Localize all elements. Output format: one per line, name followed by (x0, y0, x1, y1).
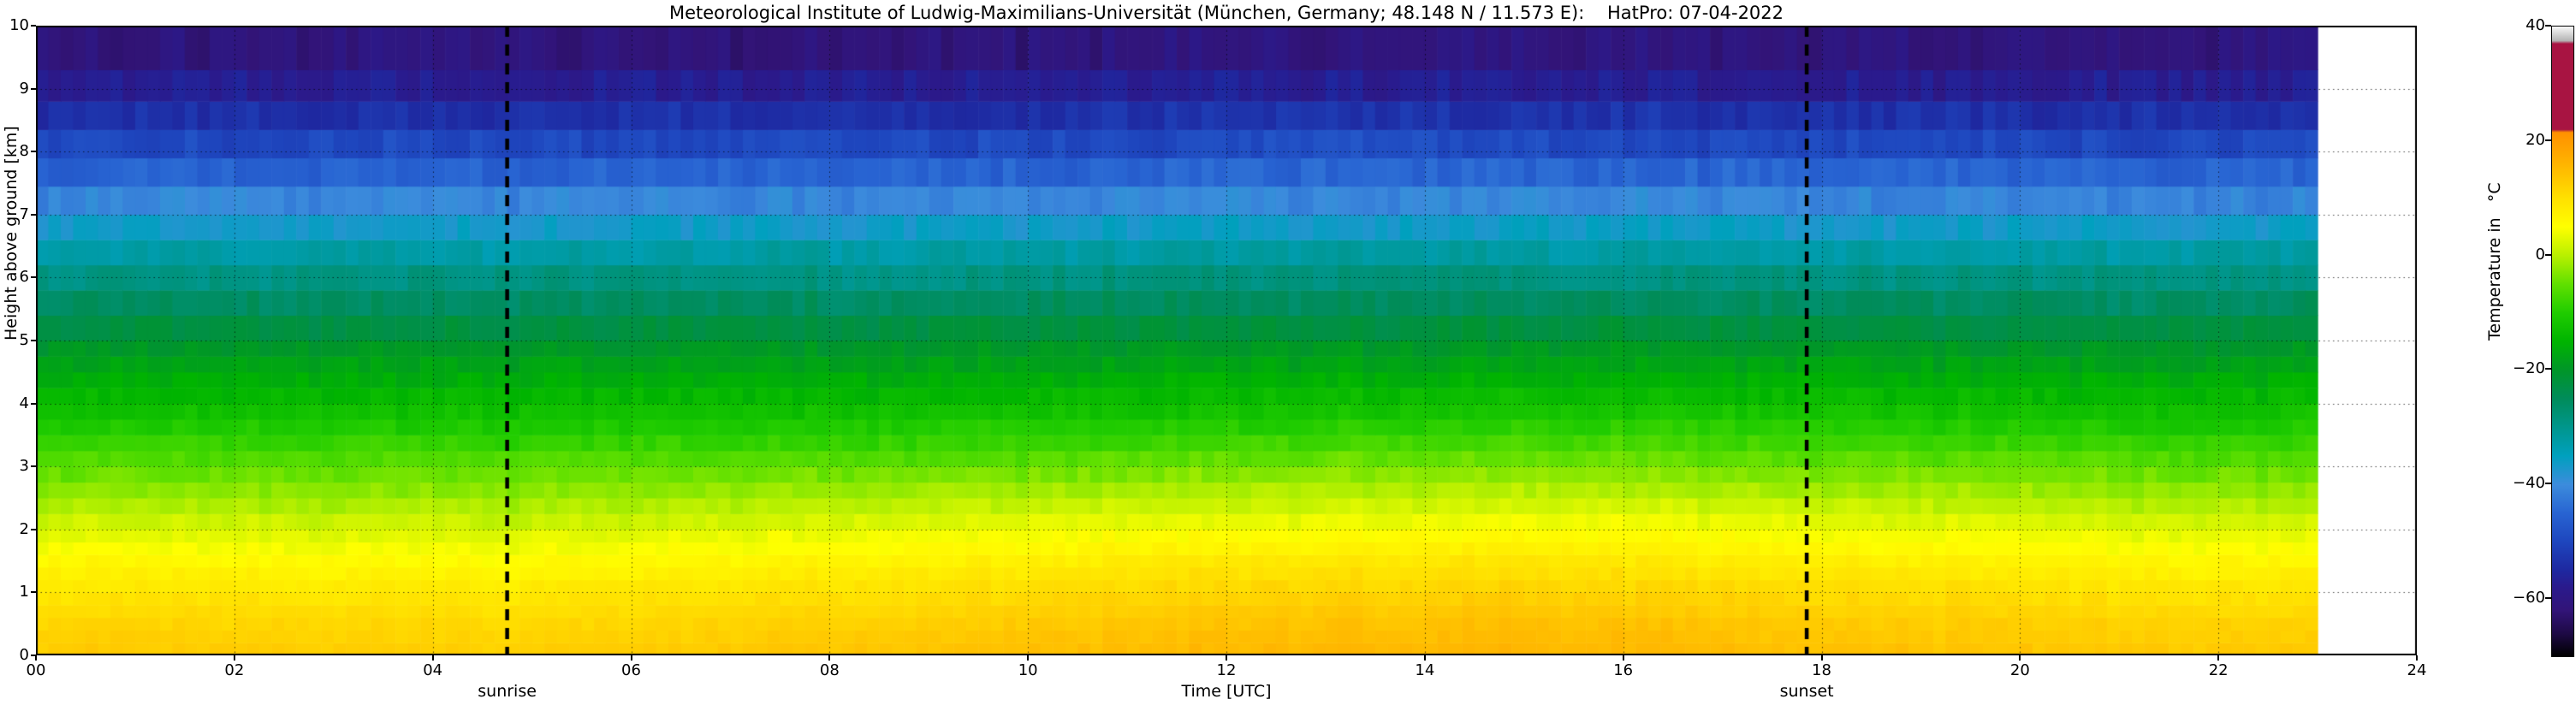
colorbar-tick-label: −40 (2513, 474, 2545, 493)
x-tick-label: 00 (26, 661, 46, 679)
x-tick-label: 24 (2407, 661, 2427, 679)
colorbar-gradient (2551, 26, 2574, 657)
tick-mark (431, 655, 434, 661)
y-tick-label: 7 (19, 204, 29, 223)
tick-mark (31, 151, 36, 153)
x-tick-label: 22 (2208, 661, 2229, 679)
temperature-heatmap-canvas (36, 26, 2417, 655)
tick-mark (1027, 655, 1030, 661)
chart-title: Meteorological Institute of Ludwig-Maxim… (668, 3, 1784, 23)
tick-mark (2545, 483, 2551, 485)
x-tick-label: 04 (423, 661, 443, 679)
x-tick-label: 16 (1613, 661, 1634, 679)
tick-mark (31, 213, 36, 216)
tick-mark (31, 340, 36, 341)
y-tick-label: 10 (9, 16, 29, 34)
y-tick-label: 4 (19, 394, 29, 412)
tick-mark (31, 402, 36, 405)
y-tick-label: 2 (19, 519, 29, 538)
tick-mark (1622, 655, 1624, 661)
tick-mark (2545, 139, 2551, 141)
tick-mark (2217, 655, 2220, 661)
tick-mark (233, 655, 235, 661)
y-tick-label: 0 (19, 646, 29, 664)
y-tick-label: 1 (19, 583, 29, 601)
colorbar-tick-label: −20 (2513, 359, 2545, 378)
tick-mark (828, 655, 831, 661)
sunset-line-label: sunset (1779, 682, 1834, 701)
colorbar-tick-label: 20 (2526, 130, 2545, 149)
tick-mark (2545, 253, 2551, 256)
colorbar-tick-label: 0 (2535, 245, 2545, 264)
y-tick-label: 3 (19, 457, 29, 476)
tick-mark (31, 591, 36, 594)
tick-mark (2545, 368, 2551, 370)
colorbar-tick-label: 40 (2526, 16, 2545, 34)
tick-mark (31, 25, 36, 27)
tick-mark (2545, 597, 2551, 600)
x-tick-label: 12 (1216, 661, 1237, 679)
x-tick-label: 08 (819, 661, 840, 679)
y-tick-label: 6 (19, 268, 29, 287)
tick-mark (1820, 655, 1823, 661)
tick-mark (630, 655, 632, 661)
sunrise-line-label: sunrise (478, 682, 537, 701)
colorbar-tick-label: −60 (2513, 589, 2545, 607)
x-axis-label: Time [UTC] (1181, 682, 1272, 701)
tick-mark (1423, 655, 1426, 661)
y-tick-label: 5 (19, 331, 29, 349)
tick-mark (1226, 655, 1227, 661)
tick-mark (31, 465, 36, 468)
x-tick-label: 02 (224, 661, 245, 679)
x-tick-label: 06 (621, 661, 641, 679)
x-tick-label: 10 (1018, 661, 1038, 679)
tick-mark (2019, 655, 2021, 661)
y-tick-label: 9 (19, 79, 29, 98)
tick-mark (31, 87, 36, 90)
tick-mark (31, 276, 36, 279)
y-tick-label: 8 (19, 142, 29, 161)
tick-mark (35, 655, 37, 661)
tick-mark (31, 655, 36, 656)
tick-mark (2545, 25, 2551, 27)
tick-mark (2416, 655, 2418, 661)
x-tick-label: 18 (1812, 661, 1831, 679)
tick-mark (31, 528, 36, 530)
x-tick-label: 20 (2009, 661, 2030, 679)
x-tick-label: 14 (1415, 661, 1435, 679)
